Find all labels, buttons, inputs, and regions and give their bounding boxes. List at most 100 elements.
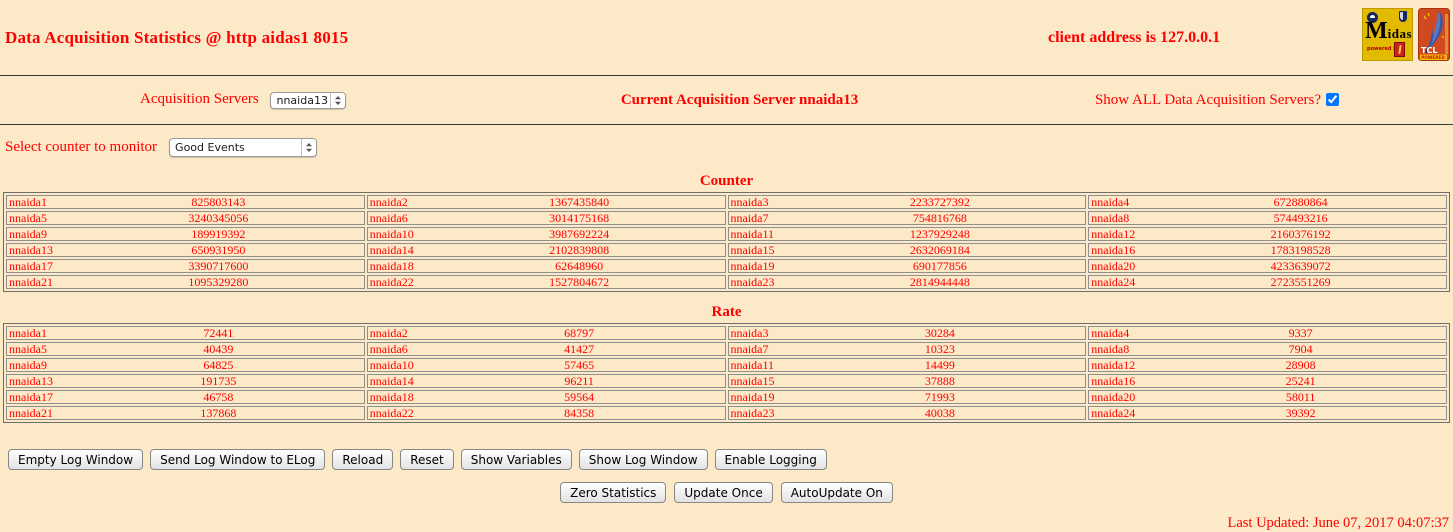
counter-select[interactable]: Good Events: [169, 137, 318, 157]
table-row: nnaida9 64825 nnaida10 57465 nnaida11 14499 nn…: [6, 358, 1447, 372]
counter-cell: nnaida12 2160376192: [1088, 227, 1447, 241]
server-name: nnaida5: [9, 211, 47, 225]
counter-cell: nnaida21 1095329280: [6, 275, 365, 289]
zero-statistics-button[interactable]: Zero Statistics: [560, 482, 667, 503]
reset-button[interactable]: Reset: [400, 449, 454, 470]
rate-cell: nnaida2 68797: [366, 326, 726, 340]
server-name: nnaida12: [1091, 358, 1136, 372]
server-name: nnaida20: [1091, 390, 1136, 404]
rate-cell: nnaida21 137868: [6, 406, 365, 420]
acquisition-servers-label: Acquisition Servers: [140, 91, 259, 108]
rate-cell: nnaida13 191735: [6, 374, 365, 388]
cell-value: 3987692224: [549, 227, 610, 241]
rate-cell: nnaida24 39392: [1088, 406, 1447, 420]
table-row: nnaida17 46758 nnaida18 59564 nnaida19 71993 n…: [6, 390, 1447, 404]
cell-value: 9337: [1288, 326, 1313, 340]
server-name: nnaida13: [9, 243, 53, 257]
counter-cell: nnaida18 62648960: [366, 259, 726, 273]
counter-select-row: Select counter to monitor Good Events: [0, 125, 1453, 169]
table-row: nnaida1 825803143 nnaida2 1367435840 nnaida3…: [6, 195, 1447, 209]
counter-cell: nnaida7 754816768: [727, 211, 1087, 225]
logo-group: Midas powered by TCL POWERED: [1362, 8, 1450, 61]
server-name: nnaida20: [1091, 259, 1136, 273]
cell-value: 96211: [564, 374, 594, 388]
enable-logging-button[interactable]: Enable Logging: [714, 449, 827, 470]
counter-table-title: Counter: [699, 173, 754, 189]
rate-cell: nnaida12 28908: [1088, 358, 1447, 372]
server-name: nnaida10: [369, 227, 414, 241]
counter-cell: nnaida15 2632069184: [727, 243, 1087, 257]
show-log-window-button[interactable]: Show Log Window: [578, 449, 708, 470]
cell-value: 71993: [924, 390, 955, 404]
tcl-powered-logo[interactable]: TCL POWERED: [1418, 8, 1450, 61]
cell-value: 3390717600: [188, 259, 249, 273]
cell-value: 46758: [203, 390, 234, 404]
server-name: nnaida16: [1091, 243, 1136, 257]
server-name: nnaida21: [9, 275, 53, 289]
cell-value: 57465: [564, 358, 595, 372]
cell-value: 3240345056: [188, 211, 249, 225]
counter-table: nnaida1 825803143 nnaida2 1367435840 nnaida3…: [3, 192, 1450, 292]
show-all-servers-checkbox[interactable]: [1326, 92, 1340, 106]
rate-cell: nnaida22 84358: [366, 406, 726, 420]
cell-value: 7904: [1288, 342, 1313, 356]
rate-cell: nnaida7 10323: [727, 342, 1087, 356]
table-row: nnaida5 40439 nnaida6 41427 nnaida7 10323 nnai…: [6, 342, 1447, 356]
server-name: nnaida6: [369, 211, 408, 225]
autoupdate-on-button[interactable]: AutoUpdate On: [780, 482, 893, 503]
server-name: nnaida9: [9, 227, 47, 241]
cell-value: 1527804672: [549, 275, 610, 289]
cell-value: 825803143: [191, 195, 246, 209]
server-name: nnaida22: [369, 406, 414, 420]
show-all-servers-label: Show ALL Data Acquisition Servers?: [1094, 91, 1322, 108]
cell-value: 690177856: [912, 259, 967, 273]
cell-value: 28908: [1285, 358, 1316, 372]
table-row: nnaida13 650931950 nnaida14 2102839808 nnaid…: [6, 243, 1447, 257]
cell-value: 62648960: [555, 259, 604, 273]
server-name: nnaida10: [369, 358, 414, 372]
show-variables-button[interactable]: Show Variables: [460, 449, 572, 470]
server-name: nnaida4: [1091, 195, 1130, 209]
server-name: nnaida24: [1091, 406, 1136, 420]
acquisition-server-select[interactable]: nnaida13: [270, 91, 347, 109]
server-name: nnaida8: [1091, 211, 1130, 225]
table-row: nnaida17 3390717600 nnaida18 62648960 nnaida…: [6, 259, 1447, 273]
counter-cell: nnaida20 4233639072: [1088, 259, 1447, 273]
cell-value: 37888: [924, 374, 955, 388]
rate-table: nnaida1 72441 nnaida2 68797 nnaida3 30284 nnai…: [3, 323, 1450, 423]
cell-value: 2814944448: [909, 275, 970, 289]
counter-cell: nnaida22 1527804672: [366, 275, 726, 289]
client-address: client address is 127.0.0.1: [1048, 29, 1221, 46]
send-log-window-to-elog-button[interactable]: Send Log Window to ELog: [150, 449, 326, 470]
midas-logo[interactable]: Midas powered by: [1362, 8, 1413, 61]
server-name: nnaida22: [369, 275, 414, 289]
counter-cell: nnaida10 3987692224: [366, 227, 726, 241]
midas-globe-icon: [1367, 12, 1378, 23]
counter-cell: nnaida13 650931950: [6, 243, 365, 257]
server-name: nnaida1: [9, 326, 47, 340]
cell-value: 2102839808: [549, 243, 610, 257]
server-name: nnaida1: [9, 195, 47, 209]
server-name: nnaida11: [730, 358, 775, 372]
rate-cell: nnaida4 9337: [1088, 326, 1447, 340]
cell-value: 189919392: [191, 227, 246, 241]
server-name: nnaida16: [1091, 374, 1136, 388]
update-once-button[interactable]: Update Once: [674, 482, 773, 503]
svg-text:TCL: TCL: [1421, 46, 1437, 55]
server-name: nnaida19: [730, 390, 775, 404]
server-name: nnaida3: [730, 326, 769, 340]
empty-log-window-button[interactable]: Empty Log Window: [8, 449, 144, 470]
reload-button[interactable]: Reload: [332, 449, 394, 470]
cell-value: 4233639072: [1270, 259, 1331, 273]
cell-value: 84358: [564, 406, 595, 420]
divider-controls: [0, 124, 1453, 125]
server-name: nnaida18: [369, 390, 414, 404]
cell-value: 1367435840: [549, 195, 610, 209]
last-updated-text: Last Updated: June 07, 2017 04:07:37: [1227, 515, 1449, 531]
server-name: nnaida2: [369, 326, 408, 340]
cell-value: 59564: [564, 390, 595, 404]
cell-value: 30284: [924, 326, 955, 340]
cell-value: 3014175168: [549, 211, 610, 225]
counter-cell: nnaida9 189919392: [6, 227, 365, 241]
server-name: nnaida23: [730, 406, 775, 420]
